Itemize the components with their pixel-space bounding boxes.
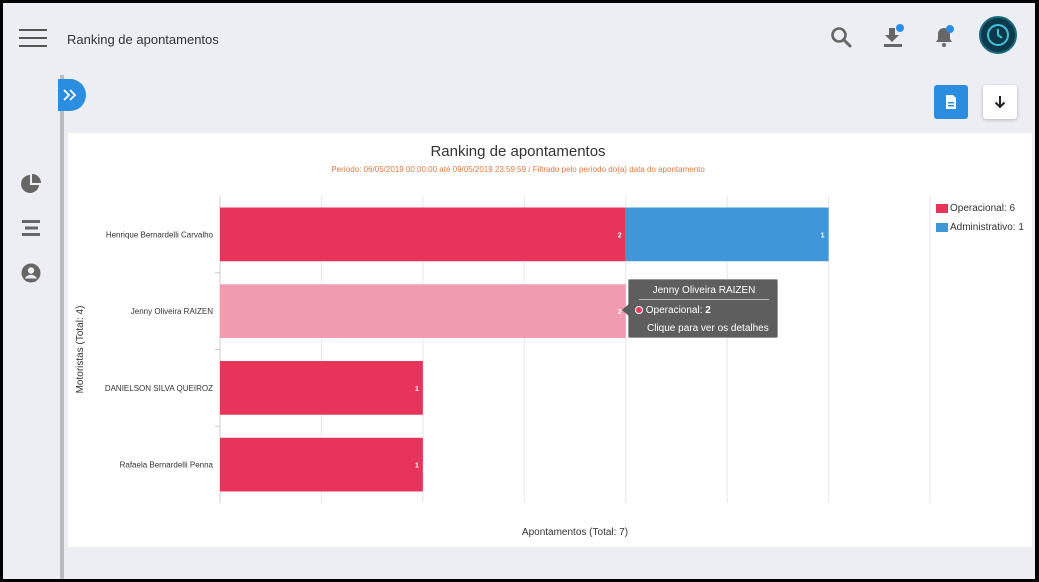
download-chart-button[interactable]: [983, 85, 1017, 119]
bar-administrativo[interactable]: [625, 207, 829, 262]
x-axis-title: Apontamentos (Total: 7): [522, 527, 628, 538]
app-window: Ranking de apontamentos: [3, 3, 1035, 579]
bar-operacional[interactable]: [220, 361, 423, 415]
legend-item-administrativo[interactable]: Administrativo: 1: [936, 222, 1024, 233]
user-icon[interactable]: [20, 262, 42, 284]
data-label: 2: [618, 232, 622, 239]
y-axis-title: Motoristas (Total: 4): [75, 306, 86, 394]
bar-operacional[interactable]: [220, 207, 626, 262]
chart-subtitle: Período: 06/05/2019 00:00:00 até 09/05/2…: [331, 165, 705, 174]
avatar[interactable]: [979, 16, 1017, 54]
legend-item-operacional[interactable]: Operacional: 6: [936, 203, 1015, 214]
legend-swatch-administrativo: [936, 222, 948, 232]
pie-chart-icon[interactable]: [20, 173, 42, 195]
bell-icon[interactable]: [932, 25, 956, 49]
bar-operacional[interactable]: [220, 284, 626, 338]
tooltip-series-label: Operacional:: [645, 305, 706, 316]
sidebar: [3, 75, 60, 579]
chart-card: Ranking de apontamentos Período: 06/05/2…: [68, 133, 1032, 547]
data-label: 1: [821, 232, 825, 239]
y-tick-label: Rafaela Bernardelli Penna: [120, 461, 214, 470]
y-tick-label: Henrique Bernardelli Carvalho: [106, 230, 214, 239]
data-label: 1: [415, 386, 419, 393]
notification-badge: [946, 25, 954, 33]
list-icon[interactable]: [20, 217, 42, 239]
download-badge: [896, 24, 904, 32]
legend-label-administrativo: Administrativo: 1: [950, 222, 1024, 233]
data-label: 2: [618, 309, 622, 316]
tooltip-title: Jenny Oliveira RAIZEN: [639, 285, 769, 300]
page-title: Ranking de apontamentos: [67, 32, 219, 47]
document-icon: [946, 95, 956, 109]
tooltip-series-row: Operacional: 2: [635, 305, 711, 316]
y-tick-label: Jenny Oliveira RAIZEN: [131, 307, 213, 316]
expand-sidebar-button[interactable]: [58, 79, 86, 111]
top-bar: Ranking de apontamentos: [3, 3, 1035, 75]
tooltip-series-value: 2: [705, 305, 711, 316]
chart-tooltip: Jenny Oliveira RAIZEN Operacional: 2 Cli…: [622, 279, 778, 338]
arrow-down-icon: [994, 96, 1006, 109]
bar-operacional[interactable]: [220, 437, 423, 492]
legend-swatch-operacional: [936, 203, 948, 213]
legend-label-operacional: Operacional: 6: [950, 203, 1016, 214]
hamburger-icon[interactable]: [19, 27, 47, 49]
tooltip-marker: [635, 306, 643, 315]
export-pdf-button[interactable]: [934, 85, 968, 119]
download-icon[interactable]: [881, 24, 905, 49]
y-tick-label: DANIELSON SILVA QUEIROZ: [105, 384, 213, 393]
sidebar-divider: [60, 75, 64, 579]
double-chevron-right-icon: [63, 89, 77, 101]
data-label: 1: [415, 463, 419, 470]
bar-chart: Henrique Bernardelli Carvalho 2 1 Jenny Oli…: [75, 196, 931, 538]
search-icon[interactable]: [829, 25, 853, 49]
tooltip-hint: Clique para ver os detalhes: [647, 323, 769, 334]
chart-title: Ranking de apontamentos: [430, 143, 606, 160]
